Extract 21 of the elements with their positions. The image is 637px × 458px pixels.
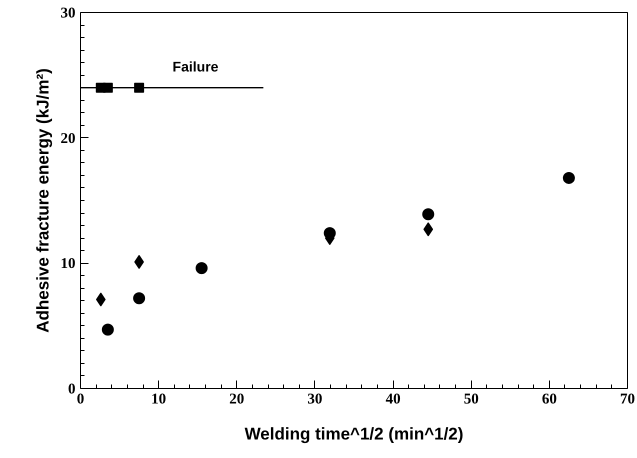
x-tick-label: 50	[464, 392, 479, 408]
y-tick-label: 0	[68, 382, 76, 398]
point	[96, 292, 106, 307]
y-tick-label: 20	[60, 130, 76, 147]
point	[422, 208, 434, 220]
y-tick-label: 30	[60, 6, 76, 22]
annotation: Failure	[172, 58, 219, 74]
x-tick-label: 60	[542, 392, 557, 408]
y-tick-label: 10	[60, 256, 76, 272]
point	[102, 324, 114, 336]
x-tick-label: 40	[386, 392, 401, 408]
point	[133, 292, 146, 304]
x-tick-label: 20	[229, 392, 244, 408]
point	[562, 172, 575, 184]
x-tick-label: 10	[151, 392, 166, 408]
point	[196, 262, 208, 274]
x-tick-label: 70	[620, 392, 635, 408]
x-tick-label: 30	[307, 392, 322, 408]
x-axis-title: Welding time^1/2 (min^1/2)	[244, 424, 464, 444]
point	[423, 222, 434, 236]
y-axis-title: Adhesive fracture energy (kJ/m²)	[34, 68, 52, 333]
